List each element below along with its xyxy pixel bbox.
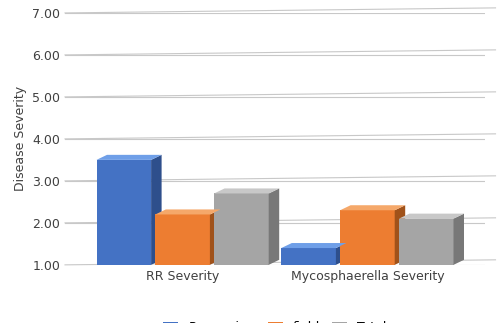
Polygon shape	[156, 214, 210, 265]
Polygon shape	[336, 243, 346, 265]
Polygon shape	[399, 219, 454, 265]
Polygon shape	[210, 209, 220, 265]
Y-axis label: Disease Severity: Disease Severity	[14, 86, 26, 192]
Polygon shape	[214, 188, 279, 193]
Polygon shape	[454, 214, 464, 265]
Polygon shape	[282, 248, 336, 265]
Polygon shape	[340, 205, 405, 210]
Polygon shape	[96, 155, 162, 160]
Polygon shape	[340, 210, 394, 265]
Polygon shape	[282, 243, 346, 248]
Polygon shape	[394, 205, 405, 265]
Polygon shape	[96, 160, 151, 265]
Polygon shape	[151, 155, 162, 265]
Polygon shape	[214, 193, 268, 265]
Polygon shape	[156, 209, 220, 214]
Polygon shape	[399, 214, 464, 219]
Polygon shape	[268, 188, 279, 265]
Legend: Processing, field, Total: Processing, field, Total	[158, 316, 392, 323]
